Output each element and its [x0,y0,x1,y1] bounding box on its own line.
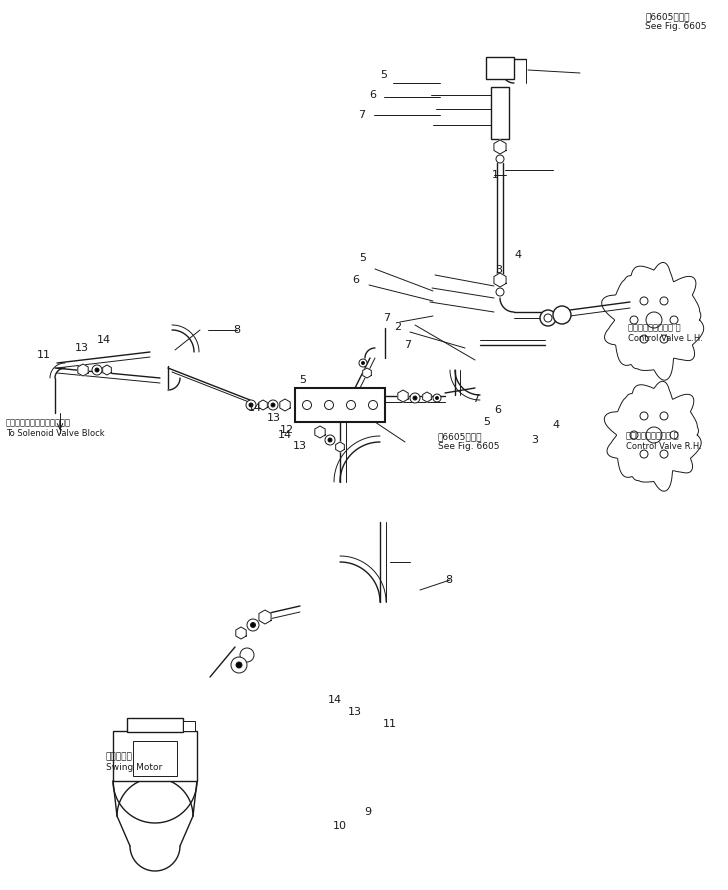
Polygon shape [258,400,267,410]
Circle shape [246,400,256,410]
Circle shape [660,297,668,305]
Circle shape [249,403,253,407]
Circle shape [268,400,278,410]
Text: 14: 14 [97,335,111,345]
Text: 13: 13 [267,413,281,423]
Polygon shape [494,273,506,287]
Text: 13: 13 [75,343,89,353]
Circle shape [640,297,648,305]
Bar [183,721,195,731]
Text: 9: 9 [365,807,371,817]
Text: 旋回モータ
Swing Motor: 旋回モータ Swing Motor [106,752,162,772]
Circle shape [271,403,275,407]
Text: 5: 5 [381,70,387,80]
Text: コントロールバルブ 右
Control Valve R.H.: コントロールバルブ 右 Control Valve R.H. [626,432,702,450]
Circle shape [347,400,355,409]
Polygon shape [336,442,344,452]
Circle shape [670,316,678,324]
Text: ソレノイドバルブブロックへ
To Solenoid Valve Block: ソレノイドバルブブロックへ To Solenoid Valve Block [6,418,105,438]
Circle shape [359,359,367,367]
Text: 14: 14 [278,430,292,440]
Polygon shape [604,381,701,491]
Text: 3: 3 [496,265,502,275]
Circle shape [303,400,312,409]
Circle shape [630,316,638,324]
Bar [486,57,514,79]
Circle shape [640,335,648,343]
Polygon shape [236,627,246,639]
Circle shape [433,394,441,402]
Circle shape [236,662,242,668]
Text: 13: 13 [293,441,307,451]
Circle shape [553,306,571,324]
Bar [133,741,177,776]
Polygon shape [397,390,408,402]
Circle shape [413,396,417,400]
Bar [295,388,385,422]
Text: 6: 6 [370,90,376,100]
Text: 14: 14 [248,403,262,413]
Text: 11: 11 [383,719,397,729]
Text: 11: 11 [37,350,51,360]
Circle shape [640,450,648,458]
Text: 13: 13 [348,707,362,717]
Circle shape [435,397,438,400]
Text: 4: 4 [553,420,560,430]
Text: 7: 7 [358,110,365,120]
Circle shape [660,450,668,458]
Circle shape [247,619,259,631]
Polygon shape [602,263,704,380]
Circle shape [660,412,668,420]
Circle shape [92,365,102,375]
Bar [127,718,183,732]
Polygon shape [314,426,325,438]
Polygon shape [494,140,506,154]
Polygon shape [259,610,271,624]
Text: 6: 6 [352,275,360,285]
Text: 5: 5 [299,375,306,385]
Circle shape [660,335,668,343]
Text: 3: 3 [531,435,539,445]
Circle shape [231,657,247,673]
Circle shape [325,435,335,445]
Polygon shape [78,364,88,376]
Polygon shape [363,368,371,378]
Text: 8: 8 [234,325,240,335]
Text: 第6605図参照
See Fig. 6605: 第6605図参照 See Fig. 6605 [645,12,706,31]
Text: 5: 5 [360,253,366,263]
Text: 7: 7 [472,394,480,404]
Text: 6: 6 [494,405,502,415]
Text: 12: 12 [280,425,294,435]
Text: コントロールバルブ 左
Control Valve L.H.: コントロールバルブ 左 Control Valve L.H. [628,323,703,343]
Circle shape [328,438,332,442]
Text: 1: 1 [491,170,499,180]
Circle shape [540,310,556,326]
Bar [491,87,509,139]
Polygon shape [103,365,111,375]
Polygon shape [280,399,290,411]
Circle shape [362,361,365,365]
Text: 2: 2 [395,322,402,332]
Circle shape [410,393,420,403]
Text: 7: 7 [384,313,390,323]
Circle shape [670,431,678,439]
Circle shape [250,622,256,627]
Circle shape [95,368,99,372]
Text: 第6605図参照
See Fig. 6605: 第6605図参照 See Fig. 6605 [438,432,499,451]
Circle shape [325,400,333,409]
Text: 10: 10 [333,821,347,831]
Text: 4: 4 [515,250,521,260]
Text: 14: 14 [328,695,342,705]
Text: 7: 7 [405,340,411,350]
Circle shape [630,431,638,439]
Circle shape [640,412,648,420]
Polygon shape [423,392,431,402]
Circle shape [368,400,378,409]
Text: 5: 5 [483,417,491,427]
Bar [113,731,197,781]
Text: 8: 8 [446,575,453,585]
